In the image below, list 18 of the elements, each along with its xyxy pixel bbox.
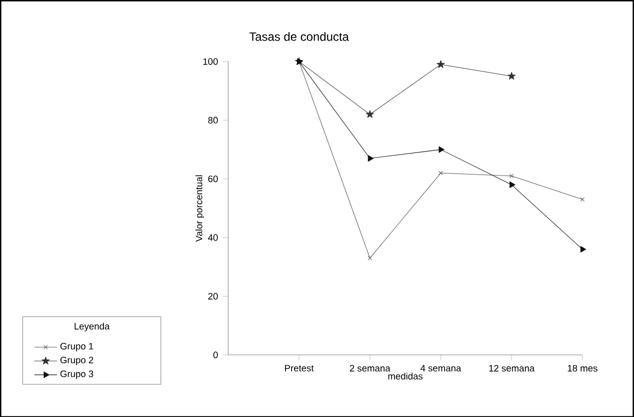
chart-title: Tasas de conducta <box>249 32 349 41</box>
y-tick-label: 100 <box>203 58 218 65</box>
y-tick-label: 80 <box>208 116 218 124</box>
legend-label: Grupo 2 <box>60 356 94 365</box>
x-tick-label: 12 semana <box>489 364 535 372</box>
legend-title: Leyenda <box>74 322 110 332</box>
x-tick-label: Pretest <box>285 364 314 372</box>
x-axis-title: medidas <box>388 372 423 380</box>
y-tick-label: 20 <box>208 292 218 300</box>
y-axis-title: Valor porcentual <box>195 175 204 242</box>
x-tick-label: 18 mes <box>568 364 598 372</box>
legend-label: Grupo 3 <box>60 370 94 379</box>
x-tick-label: 4 semana <box>420 364 462 372</box>
y-tick-label: 0 <box>213 351 218 358</box>
y-tick-label: 40 <box>208 234 218 241</box>
x-tick-label: 2 semana <box>350 364 390 372</box>
y-tick-label: 60 <box>208 175 218 182</box>
legend-label: Grupo 1 <box>60 342 94 352</box>
